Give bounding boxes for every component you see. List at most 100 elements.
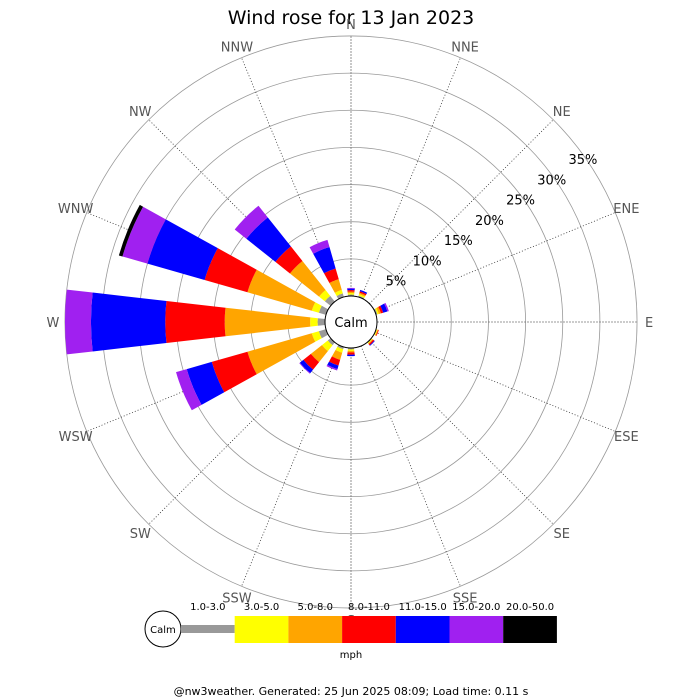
calm-circle <box>324 295 378 349</box>
radial-tick-label: 15% <box>444 234 473 249</box>
wind-bar-segment <box>335 346 344 353</box>
wind-bar-segment <box>311 331 322 342</box>
direction-spoke <box>148 340 333 525</box>
direction-spoke <box>374 212 616 313</box>
direction-label: SE <box>554 527 570 542</box>
wind-bar-segment <box>323 268 339 284</box>
legend-swatch <box>395 616 450 643</box>
wind-bar-segment <box>367 338 373 344</box>
legend-unit: mph <box>340 650 362 661</box>
radial-tick-label: 30% <box>537 173 566 188</box>
wind-bar-segment <box>224 307 311 337</box>
direction-label: SSE <box>453 591 478 606</box>
direction-spoke <box>86 212 328 313</box>
legend-bin-label: 20.0-50.0 <box>506 602 554 613</box>
direction-spoke <box>374 331 616 432</box>
wind-bar-segment <box>309 239 330 254</box>
legend-swatch <box>234 616 289 643</box>
direction-label: NNW <box>221 41 253 56</box>
wind-bar-segment <box>374 329 378 336</box>
direction-spoke <box>369 119 554 304</box>
wind-bar-segment <box>331 349 343 360</box>
legend-bin-label: 5.0-8.0 <box>298 602 333 613</box>
wind-bar-segment <box>186 361 225 405</box>
direction-label: NNE <box>451 41 479 56</box>
wind-bar-segment <box>380 303 388 313</box>
wind-bar-segment <box>347 288 355 291</box>
wind-bar-segment <box>347 293 355 295</box>
wind-bar-segment <box>211 351 257 393</box>
direction-label: SSW <box>222 591 252 606</box>
wind-bar-segment <box>347 352 355 355</box>
direction-label: E <box>645 316 653 331</box>
wind-bar-segment <box>319 290 331 302</box>
direction-spoke <box>360 57 461 299</box>
direction-spoke <box>360 345 461 587</box>
wind-bar-segment <box>347 350 355 353</box>
legend-swatch <box>342 616 396 643</box>
direction-spoke <box>241 57 342 299</box>
wind-bar-segment <box>378 305 384 314</box>
wind-bar-segment <box>247 269 316 311</box>
wind-bar-segment <box>375 329 379 336</box>
wind-bar-segment <box>247 333 316 375</box>
wind-bar-segment <box>90 292 167 352</box>
wind-bar-segment <box>118 204 144 257</box>
legend-swatch <box>288 616 343 643</box>
wind-bar-segment <box>337 344 344 350</box>
direction-spoke <box>369 340 554 525</box>
radial-tick-label: 20% <box>475 214 504 229</box>
wind-bar-segment <box>122 206 166 264</box>
radial-tick-label: 5% <box>386 275 407 290</box>
direction-label: WNW <box>58 202 94 217</box>
wind-bar-segment <box>176 369 202 411</box>
wind-bar-segment <box>310 345 328 363</box>
calm-center-label: Calm <box>334 316 367 331</box>
direction-label: WSW <box>59 430 93 445</box>
wind-bar-segment <box>347 287 355 289</box>
wind-bar-segment <box>321 340 333 352</box>
legend-bin-label: 11.0-15.0 <box>399 602 447 613</box>
legend-swatch <box>449 616 504 643</box>
wind-bar-segment <box>329 356 341 366</box>
wind-bar-segment <box>329 279 342 293</box>
wind-bar-segment <box>358 294 366 298</box>
direction-label: N <box>346 18 356 33</box>
direction-label: SW <box>130 527 151 542</box>
wind-bar-segment <box>204 248 257 293</box>
direction-label: NW <box>129 105 152 120</box>
wind-bar-segment <box>310 317 318 327</box>
wind-bar-segment <box>318 329 329 339</box>
radial-tick-label: 10% <box>413 254 442 269</box>
wind-bar-segment <box>317 318 326 326</box>
wind-bar-segment <box>336 293 344 300</box>
wind-bar-segment <box>368 339 374 345</box>
wind-bar-segment <box>376 306 381 315</box>
wind-bar-segment <box>299 359 314 374</box>
wind-bar-segment <box>347 354 355 357</box>
direction-spoke <box>148 119 333 304</box>
wind-bar-segment <box>326 364 338 371</box>
wind-bar-segment <box>313 247 336 274</box>
direction-label: ENE <box>613 202 639 217</box>
wind-bar-segment <box>318 305 329 315</box>
wind-bar-segment <box>359 289 368 295</box>
wind-bar-segment <box>289 260 326 297</box>
wind-bar-segment <box>234 205 268 239</box>
wind-bar-segment <box>147 219 218 281</box>
legend: Calm 1.0-3.0 3.0-5.0 5.0-8.0 8.0-11.0 11.0-1… <box>144 602 557 661</box>
direction-spoke <box>86 331 328 432</box>
wind-bar-segment <box>303 353 320 370</box>
direction-label: NE <box>553 105 571 120</box>
legend-calm-label: Calm <box>150 625 176 636</box>
wind-bar-segment <box>347 291 355 294</box>
legend-swatch <box>181 625 235 633</box>
direction-label: ESE <box>614 430 639 445</box>
radial-tick-label: 35% <box>568 153 597 168</box>
wind-bar-segment <box>64 289 93 355</box>
footer-text: @nw3weather. Generated: 25 Jun 2025 08:0… <box>174 685 529 698</box>
wind-bar-segment <box>299 362 311 374</box>
wind-bar-segment <box>375 329 379 337</box>
